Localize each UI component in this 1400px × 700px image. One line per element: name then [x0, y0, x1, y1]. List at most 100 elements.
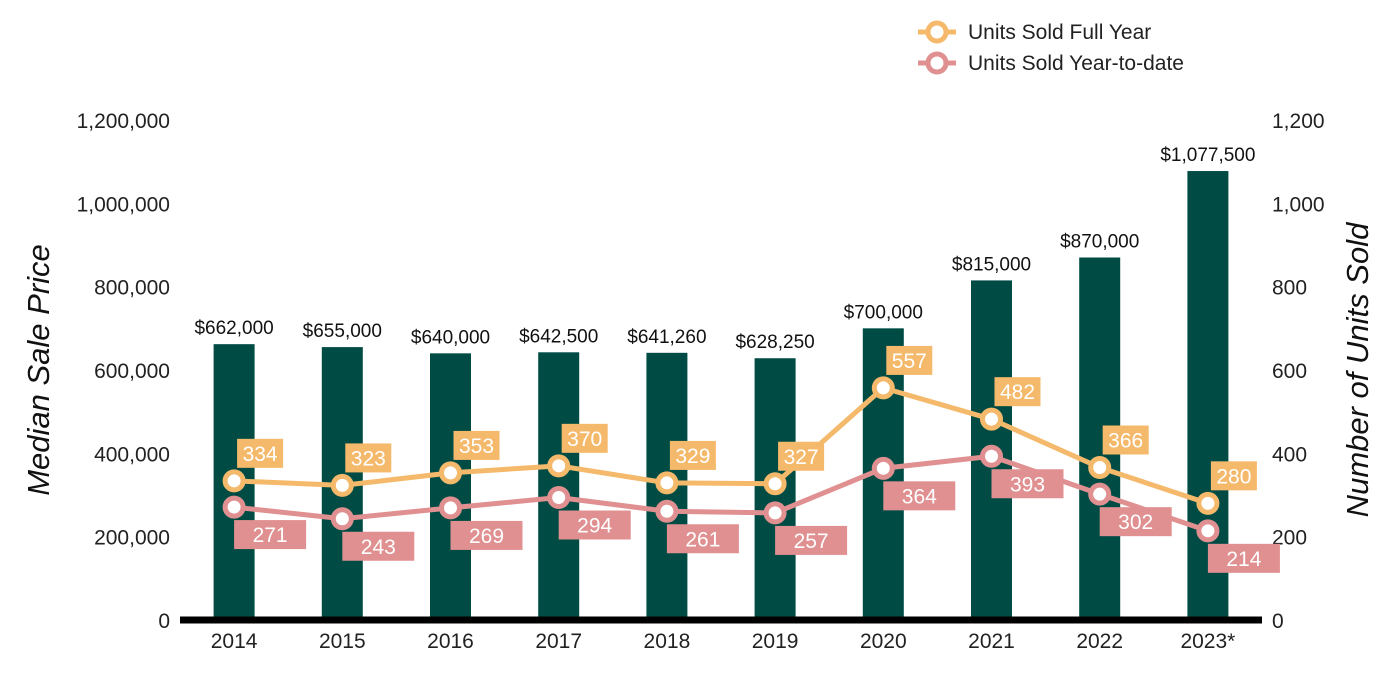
right-axis-title: Number of Units Sold	[1340, 221, 1375, 517]
data-point	[547, 486, 571, 509]
data-label: 269	[469, 525, 504, 548]
data-label: 366	[1108, 430, 1143, 453]
data-point	[222, 495, 246, 519]
data-point	[1196, 519, 1220, 543]
data-label: 214	[1226, 548, 1261, 571]
x-tick-label: 2017	[535, 630, 582, 653]
data-label: 329	[675, 445, 710, 468]
right-axis-ticks: 0 200 400 600 800 1,000 1,200	[1272, 110, 1325, 633]
data-point	[1088, 482, 1112, 506]
data-point	[330, 473, 354, 497]
legend-label-year-to-date: Units Sold Year-to-date	[968, 52, 1184, 75]
series-line	[233, 385, 1209, 506]
data-point	[655, 471, 679, 495]
data-label-box	[1102, 425, 1149, 455]
x-tick-label: 2023*	[1180, 630, 1235, 653]
left-axis-ticks: 0 200,000 400,000 600,000 800,000 1,000,000 1,…	[77, 110, 170, 633]
data-point	[763, 501, 787, 525]
data-label-box	[1099, 507, 1172, 537]
data-point	[980, 407, 1003, 431]
right-tick-label: 0	[1272, 610, 1284, 633]
data-label-box	[561, 423, 608, 453]
legend-swatch-marker	[925, 51, 949, 75]
x-tick-label: 2020	[860, 630, 907, 653]
data-label-box	[669, 440, 716, 470]
legend-item-year-to-date: Units Sold Year-to-date	[918, 51, 1184, 75]
data-label-box	[1210, 461, 1257, 491]
data-point	[330, 507, 354, 531]
x-tick-label: 2015	[319, 630, 366, 653]
data-label-box	[775, 525, 848, 555]
line-series-year-to-date: 271 243 269 294 261 257 364 393 302 214	[222, 444, 1280, 573]
data-label-box	[666, 524, 739, 554]
data-label: 482	[1000, 381, 1035, 404]
bar-value-label: $628,250	[735, 332, 814, 353]
data-point	[1196, 491, 1220, 515]
bar-value-label: $815,000	[952, 254, 1031, 275]
data-label: 393	[1010, 473, 1045, 496]
line-series-full-year: 334 323 353 370 329 327 557 482 366 280	[222, 345, 1257, 515]
data-label-box	[453, 430, 500, 460]
data-label: 243	[361, 536, 396, 559]
data-label: 353	[459, 435, 494, 458]
data-label: 294	[577, 515, 612, 538]
left-tick-label: 200,000	[94, 527, 170, 550]
bar-value-label: $642,500	[519, 326, 598, 347]
right-tick-label: 800	[1272, 277, 1307, 300]
data-label-box	[883, 481, 956, 511]
data-point	[655, 499, 679, 523]
x-tick-label: 2022	[1076, 630, 1123, 653]
bar-value-label: $870,000	[1060, 232, 1139, 253]
data-label: 257	[794, 530, 829, 553]
right-tick-label: 600	[1272, 360, 1307, 383]
x-axis-ticks: 2014 2015 2016 2017 2018 2019 2020 2021 2022 2023…	[211, 630, 1236, 653]
data-point	[980, 444, 1003, 468]
data-label: 557	[892, 350, 927, 373]
data-point	[871, 456, 895, 480]
x-tick-label: 2019	[752, 630, 799, 653]
right-tick-label: 200	[1272, 527, 1307, 550]
bar-value-labels: $662,000 $655,000 $640,000 $642,500 $641,260…	[194, 145, 1255, 353]
bar-value-label: $641,260	[627, 327, 706, 348]
data-point	[222, 469, 246, 493]
x-tick-label: 2018	[644, 630, 691, 653]
bar	[430, 353, 471, 620]
x-tick-label: 2016	[427, 630, 474, 653]
bar-value-label: $700,000	[844, 302, 923, 323]
data-label: 280	[1216, 465, 1251, 488]
data-point	[547, 454, 571, 478]
legend-swatch-marker	[925, 20, 949, 44]
data-label-box	[237, 438, 284, 468]
bar-value-label: $662,000	[194, 318, 273, 339]
data-label: 271	[253, 524, 288, 547]
legend-item-full-year: Units Sold Full Year	[918, 20, 1151, 44]
data-label-box	[234, 520, 307, 550]
data-label-box	[991, 469, 1064, 499]
right-tick-label: 1,000	[1272, 193, 1325, 216]
legend-label-full-year: Units Sold Full Year	[968, 21, 1151, 44]
data-point	[439, 461, 462, 485]
data-label-box	[558, 510, 631, 540]
data-label: 323	[351, 447, 386, 470]
left-tick-label: 400,000	[94, 443, 170, 466]
left-axis-title: Median Sale Price	[21, 244, 56, 496]
data-label-box	[345, 443, 392, 473]
data-label: 364	[902, 485, 937, 508]
right-tick-label: 400	[1272, 443, 1307, 466]
left-tick-label: 600,000	[94, 360, 170, 383]
data-point	[1088, 456, 1112, 479]
data-label-box	[1207, 543, 1280, 573]
data-label-box	[450, 520, 523, 550]
right-tick-label: 1,200	[1272, 110, 1325, 133]
bar-value-label: $1,077,500	[1160, 145, 1255, 166]
bar-value-label: $640,000	[411, 327, 490, 348]
data-label-box	[994, 377, 1041, 407]
data-label-box	[342, 531, 415, 561]
data-label-box	[778, 441, 825, 471]
data-label: 370	[567, 428, 602, 451]
left-tick-label: 1,200,000	[77, 110, 170, 133]
data-point	[871, 376, 895, 400]
data-point	[439, 496, 462, 520]
bar-value-label: $655,000	[303, 321, 382, 342]
